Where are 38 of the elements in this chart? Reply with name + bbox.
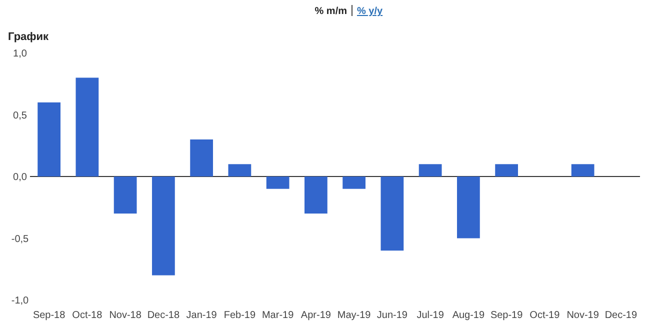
chart-title: График <box>8 31 50 43</box>
bar <box>190 139 213 176</box>
x-tick-label: Jan-19 <box>186 310 218 321</box>
x-tick-label: Oct-18 <box>72 310 103 321</box>
x-tick-label: Sep-19 <box>490 310 524 321</box>
x-tick-label: Aug-19 <box>452 310 485 321</box>
bar <box>38 102 60 176</box>
x-tick-label: Jul-19 <box>416 310 444 321</box>
x-tick-label: May-19 <box>337 310 372 321</box>
bar <box>266 176 290 189</box>
bar <box>76 78 99 176</box>
y-tick-label: 0,5 <box>13 110 28 122</box>
bar <box>114 176 137 214</box>
y-tick-label: 0,0 <box>13 172 28 183</box>
x-tick-label: Nov-18 <box>109 310 142 321</box>
y-tick-label: -0,5 <box>11 234 30 245</box>
bar <box>152 176 175 276</box>
bar <box>495 164 518 176</box>
bar <box>457 176 480 238</box>
text: % m/m <box>314 6 348 17</box>
x-tick-label: Apr-19 <box>300 310 332 321</box>
x-tick-label: Sep-18 <box>32 310 66 321</box>
x-tick-label: Dec-18 <box>147 310 180 321</box>
text: % y/y <box>357 6 384 17</box>
x-tick-label: Oct-19 <box>530 310 560 321</box>
bar <box>304 176 328 214</box>
y-tick-label: 1,0 <box>13 48 28 60</box>
bar <box>571 164 594 176</box>
x-tick-label: Mar-19 <box>262 310 294 321</box>
x-tick-label: Nov-19 <box>566 310 600 321</box>
bar <box>380 176 404 251</box>
bar <box>228 164 252 176</box>
x-tick-label: Feb-19 <box>224 310 256 321</box>
bar <box>342 176 366 189</box>
y-tick-label: -1,0 <box>11 296 30 306</box>
x-tick-label: Jun-19 <box>376 310 408 321</box>
bar <box>418 164 442 176</box>
x-tick-label: Dec-19 <box>604 310 638 321</box>
